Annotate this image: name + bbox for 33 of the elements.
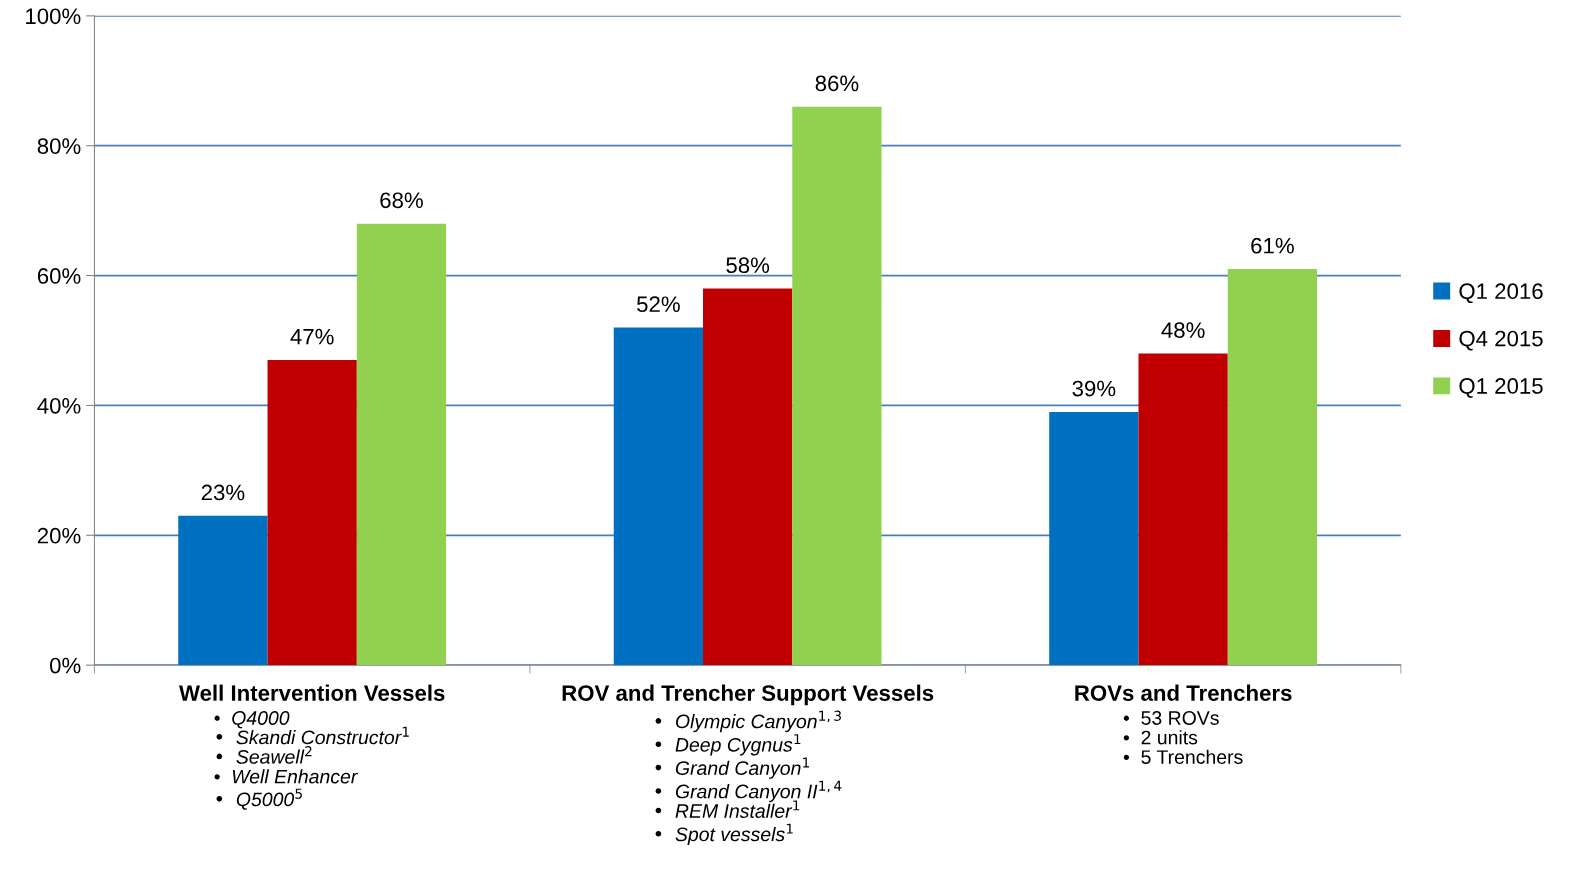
bar	[356, 223, 447, 666]
text: • Q4000 • Skandi Constructor$^{1}$ • Seawell$^{2}$ • Well Enhancer • Q5000$^{5}$	[214, 711, 409, 810]
y-tick-label: 100%	[26, 8, 81, 25]
bar	[1138, 353, 1228, 666]
data-label: 86%	[815, 75, 859, 92]
y-tick-label: 0%	[50, 657, 81, 674]
x-tick-label: ROVs and Trenchers	[1075, 684, 1292, 701]
bar	[1049, 411, 1139, 666]
bar	[1227, 269, 1318, 666]
bar	[178, 515, 268, 666]
data-label: 58%	[726, 257, 770, 274]
data-label: 48%	[1161, 322, 1205, 338]
bar	[703, 288, 793, 666]
y-tick-label: 40%	[37, 397, 81, 414]
data-label: 47%	[290, 328, 334, 345]
legend-label: Q4 2015	[1459, 330, 1543, 351]
text: • Olympic Canyon$^{1,3}$ • Deep Cygnus$^{1}$ • Grand Canyon$^{1}$ • Grand Canyon II$^{1,4}$ • REM Installer$^{1}$ • Spot vessels$^{1}$	[655, 710, 842, 846]
x-tick-label: ROV and Trencher Support Vessels	[562, 684, 934, 706]
x-tick-label: Well Intervention Vessels	[179, 684, 445, 701]
bar	[792, 106, 882, 666]
data-label: 68%	[380, 192, 423, 209]
data-label: 61%	[1251, 237, 1294, 254]
y-tick-label: 80%	[37, 138, 81, 154]
bar	[267, 359, 357, 666]
legend-label: Q1 2015	[1459, 378, 1543, 398]
y-tick-label: 60%	[37, 268, 81, 284]
data-label: 39%	[1072, 380, 1116, 397]
data-label: 52%	[637, 296, 680, 313]
data-label: 23%	[201, 484, 245, 501]
text: • 53 ROVs • 2 units • 5 Trenchers	[1123, 711, 1243, 764]
legend-label: Q1 2016	[1459, 283, 1543, 304]
y-tick-label: 20%	[37, 527, 81, 544]
bar	[613, 327, 704, 666]
